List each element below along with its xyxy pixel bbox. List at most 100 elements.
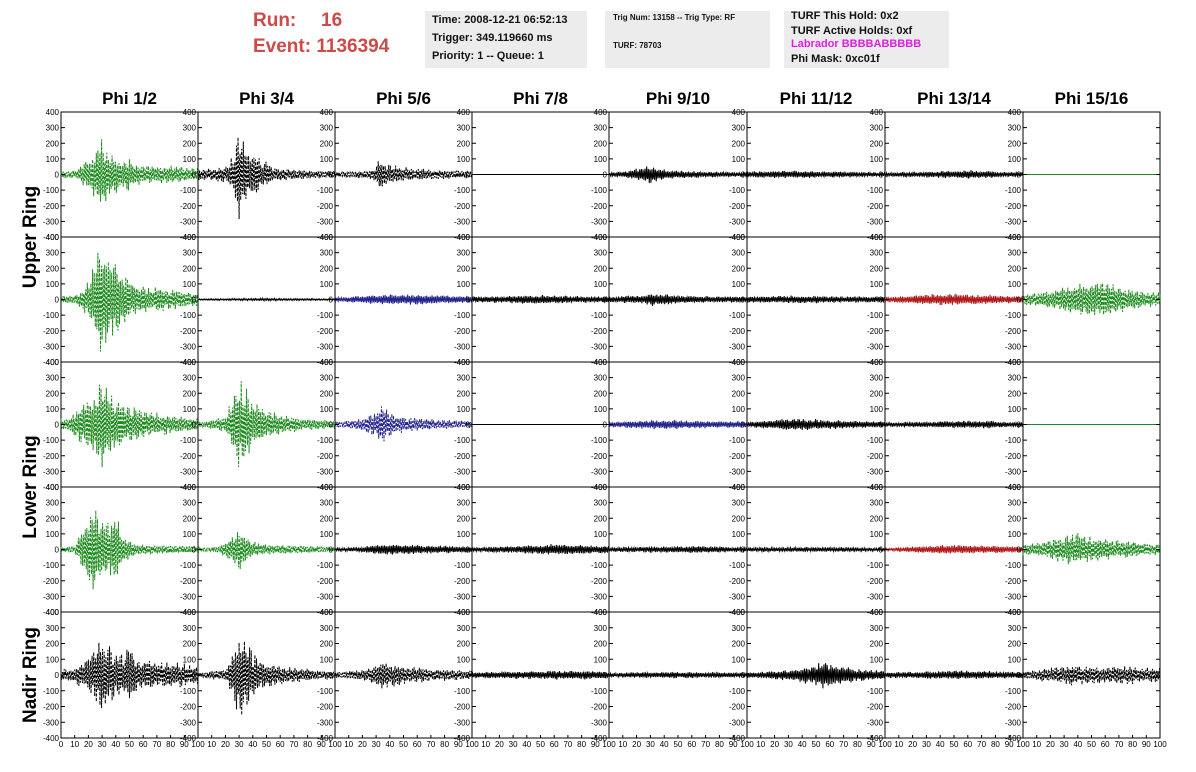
panel-r2-c5-ytick-label-200: -200 bbox=[591, 327, 608, 336]
panel-r5-c8-ytick-label-200: 200 bbox=[1008, 640, 1022, 649]
panel-r5-c4-xtick-label-100: 100 bbox=[602, 740, 616, 749]
panel-r4-c4-ytick-label-200: -200 bbox=[454, 577, 471, 586]
panel-r5-c7-ytick-label-400: -400 bbox=[867, 734, 884, 743]
panel-r5-c4-ytick-label-100: -100 bbox=[454, 687, 471, 696]
trig-num-text: Trig Num: 13158 -- Trig Type: RF bbox=[613, 13, 736, 22]
panel-r1-c6-ytick-label-100: -100 bbox=[729, 186, 746, 195]
panel-r2-c4-ytick-label-200: -200 bbox=[454, 327, 471, 336]
panel-r3-c6-waveform bbox=[746, 418, 886, 430]
panel-r5-c3-waveform bbox=[334, 663, 473, 689]
panel-r5-c1-xtick-label-60: 60 bbox=[139, 740, 148, 749]
panel-r3-c1-ytick-label-200: 200 bbox=[46, 389, 60, 398]
panel-r5-c3-ytick-label-0: 0 bbox=[329, 671, 334, 680]
panel-r5-c2-ytick-label-300: 300 bbox=[183, 624, 197, 633]
panel-r5-c6-ytick-label-200: 200 bbox=[732, 640, 746, 649]
event-value: 1136394 bbox=[316, 36, 390, 57]
panel-r3-c3-ytick-label-0: 0 bbox=[329, 421, 334, 430]
panel-r5-c5-waveform bbox=[608, 671, 747, 679]
panel-r3-c4-ytick-label-300: 300 bbox=[457, 374, 471, 383]
panel-r5-c4-waveform bbox=[471, 670, 610, 680]
panel-r5-c1-xtick-label-10: 10 bbox=[70, 740, 79, 749]
panel-r5-c5-xtick-label-40: 40 bbox=[660, 740, 669, 749]
panel-r5-c1-xtick-label-40: 40 bbox=[111, 740, 120, 749]
panel-r1-c7-ytick-label-200: -200 bbox=[867, 202, 884, 211]
panel-r2-c4-ytick-label-100: -100 bbox=[454, 311, 471, 320]
panel-r5-c3-ytick-label-300: 300 bbox=[320, 624, 334, 633]
panel-r1-c1-ytick-label-200: -200 bbox=[43, 202, 60, 211]
panel-r5-c2-ytick-label-200: -200 bbox=[180, 703, 197, 712]
panel-r2-c4-waveform bbox=[471, 295, 610, 304]
panel-r3-c2-ytick-label-200: 200 bbox=[183, 389, 197, 398]
panel-r2-c1-ytick-label-400: 400 bbox=[46, 233, 60, 242]
panel-r2-c2-ytick-label-200: 200 bbox=[183, 264, 197, 273]
panel-r5-c8-xtick-label-70: 70 bbox=[1114, 740, 1123, 749]
panel-r5-c5-xtick-label-90: 90 bbox=[729, 740, 738, 749]
panel-r5-c8-xtick-label-10: 10 bbox=[1032, 740, 1041, 749]
panel-r4-c1-ytick-label-300: 300 bbox=[46, 499, 60, 508]
panel-r5-c3-xtick-label-60: 60 bbox=[413, 740, 422, 749]
panel-r1-c5-ytick-label-400: 400 bbox=[594, 108, 608, 117]
panel-r1-c2-waveform bbox=[197, 137, 336, 220]
panel-r2-c1-ytick-label-100: -100 bbox=[43, 311, 60, 320]
ring-label-lower-ring: Lower Ring bbox=[20, 435, 41, 538]
panel-r3-c7-waveform bbox=[884, 420, 1024, 429]
panel-r5-c7-xtick-label-10: 10 bbox=[894, 740, 903, 749]
panel-r2-c5-ytick-label-100: -100 bbox=[591, 311, 608, 320]
panel-r1-c3-ytick-label-100: -100 bbox=[317, 186, 334, 195]
panel-r2-c6-waveform bbox=[746, 295, 886, 304]
panel-r2-c6-ytick-label-300: -300 bbox=[729, 342, 746, 351]
panel-r3-c7-ytick-label-0: 0 bbox=[879, 421, 884, 430]
panel-r5-c8-xtick-label-60: 60 bbox=[1101, 740, 1110, 749]
panel-r2-c8-waveform bbox=[1022, 283, 1161, 316]
panel-r2-c3-ytick-label-100: -100 bbox=[317, 311, 334, 320]
panel-r2-c2-ytick-label-0: 0 bbox=[192, 296, 197, 305]
panel-r2-c5-ytick-label-400: 400 bbox=[594, 233, 608, 242]
panel-r4-c1-waveform bbox=[60, 510, 199, 590]
panel-r5-c8-ytick-label-0: 0 bbox=[1017, 671, 1022, 680]
panel-r5-c7-xtick-label-20: 20 bbox=[908, 740, 917, 749]
panel-r1-c2-ytick-label-100: -100 bbox=[180, 186, 197, 195]
panel-r2-c8-ytick-label-300: 300 bbox=[1008, 249, 1022, 258]
panel-r5-c3-xtick-label-30: 30 bbox=[372, 740, 381, 749]
panel-r3-c8-ytick-label-200: -200 bbox=[1005, 452, 1022, 461]
panel-r5-c2-xtick-label-100: 100 bbox=[328, 740, 342, 749]
panel-r4-c5-ytick-label-0: 0 bbox=[603, 546, 608, 555]
panel-r5-c6-waveform bbox=[746, 663, 886, 689]
panel-r5-c5-ytick-label-100: 100 bbox=[594, 655, 608, 664]
panel-r1-c6-ytick-label-300: -300 bbox=[729, 217, 746, 226]
panel-r4-c3-ytick-label-100: -100 bbox=[317, 561, 334, 570]
panel-r1-c2-ytick-label-200: 200 bbox=[183, 139, 197, 148]
panel-r5-c3-xtick-label-90: 90 bbox=[454, 740, 463, 749]
panel-r4-c6-ytick-label-200: -200 bbox=[729, 577, 746, 586]
panel-r2-c6-ytick-label-100: 100 bbox=[732, 280, 746, 289]
panel-r3-c1-ytick-label-400: -400 bbox=[43, 483, 60, 492]
panel-r5-c4-ytick-label-200: 200 bbox=[457, 640, 471, 649]
panel-r4-c7-ytick-label-100: 100 bbox=[870, 530, 884, 539]
panel-r3-c8-ytick-label-400: 400 bbox=[1008, 358, 1022, 367]
panel-r1-c3-ytick-label-400: 400 bbox=[320, 108, 334, 117]
panel-r4-c3-ytick-label-0: 0 bbox=[329, 546, 334, 555]
event-line: Event: 1136394 bbox=[253, 34, 389, 60]
panel-r4-c5-ytick-label-300: 300 bbox=[594, 499, 608, 508]
panel-r2-c4-ytick-label-100: 100 bbox=[457, 280, 471, 289]
panel-r1-c5-ytick-label-300: -300 bbox=[591, 217, 608, 226]
panel-r3-c2-ytick-label-0: 0 bbox=[192, 421, 197, 430]
panel-r4-c2-ytick-label-400: 400 bbox=[183, 483, 197, 492]
panel-r3-c4-ytick-label-300: -300 bbox=[454, 467, 471, 476]
panel-r3-c1-ytick-label-300: -300 bbox=[43, 467, 60, 476]
panel-r4-c2-waveform bbox=[197, 532, 336, 570]
panel-r4-c4-ytick-label-300: -300 bbox=[454, 592, 471, 601]
panel-r1-c3-ytick-label-300: 300 bbox=[320, 124, 334, 133]
trigger-info-box: Trig Num: 13158 -- Trig Type: RF TURF: 7… bbox=[605, 11, 770, 68]
panel-r2-c8-ytick-label-200: -200 bbox=[1005, 327, 1022, 336]
panel-r2-c1-ytick-label-200: 200 bbox=[46, 264, 60, 273]
panel-r1-c6-waveform bbox=[746, 170, 886, 179]
panel-r1-c1-ytick-label-400: -400 bbox=[43, 233, 60, 242]
panel-r1-c2-ytick-label-300: -300 bbox=[180, 217, 197, 226]
panel-r2-c4-ytick-label-300: 300 bbox=[457, 249, 471, 258]
panel-r5-c8-ytick-label-100: -100 bbox=[1005, 687, 1022, 696]
panel-r4-c4-ytick-label-100: 100 bbox=[457, 530, 471, 539]
panel-r5-c2-xtick-label-30: 30 bbox=[235, 740, 244, 749]
panel-r3-c8-ytick-label-300: 300 bbox=[1008, 374, 1022, 383]
panel-r5-c4-xtick-label-40: 40 bbox=[522, 740, 531, 749]
